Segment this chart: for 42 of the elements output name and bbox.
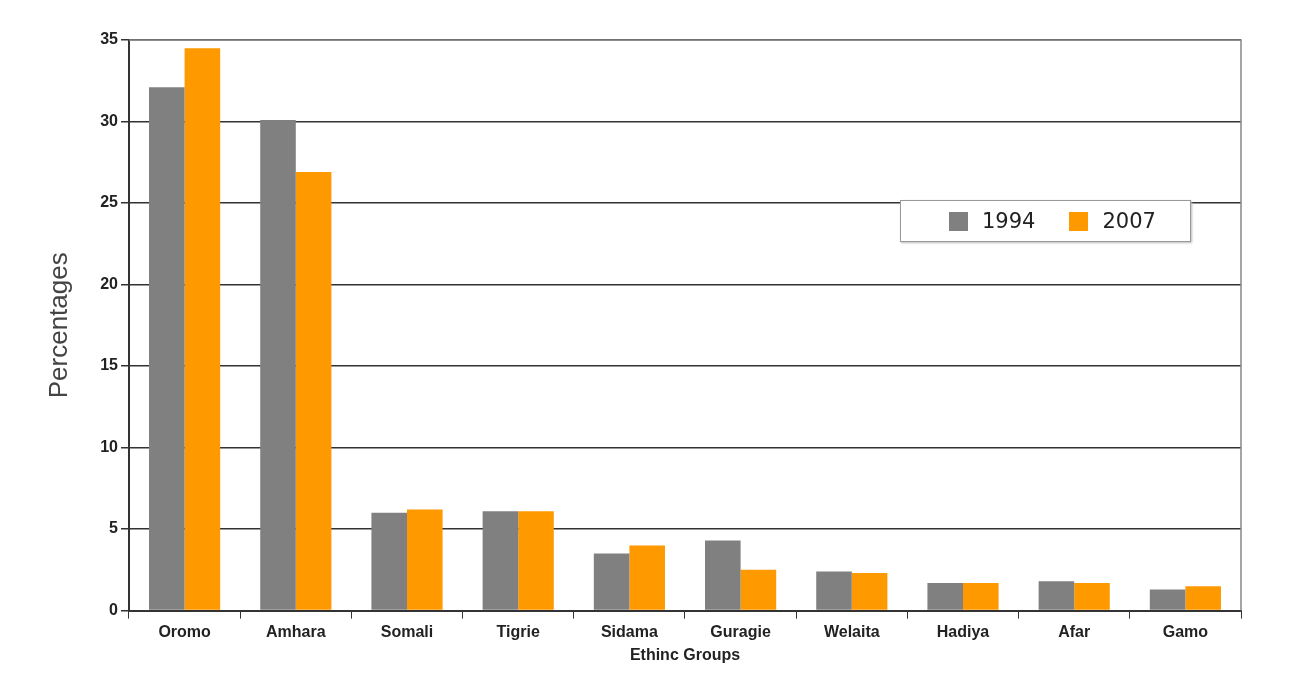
x-tick-label: Afar (1058, 622, 1091, 640)
bar (407, 509, 443, 610)
bar (371, 512, 407, 610)
bar (705, 540, 741, 610)
x-axis-title: Ethinc Groups (629, 645, 741, 663)
bar (184, 48, 221, 610)
y-tick-label: 20 (100, 274, 119, 292)
bar (1185, 586, 1221, 610)
y-tick-label: 5 (109, 519, 119, 537)
bar (518, 511, 554, 610)
x-tick-label: Guragie (710, 622, 771, 640)
bar (593, 553, 630, 610)
x-tick-label: Amhara (266, 622, 326, 640)
x-tick-label: Sidama (600, 622, 658, 640)
x-tick-label: Hadiya (936, 622, 990, 640)
y-tick-label: 30 (100, 111, 119, 129)
y-tick-label: 15 (100, 356, 119, 374)
bar (1149, 589, 1186, 610)
bar (295, 172, 332, 610)
bar (1074, 582, 1110, 610)
x-tick-label: Somali (380, 622, 434, 640)
x-tick-label: Tigrie (496, 622, 540, 640)
bar (963, 582, 999, 610)
bar (149, 87, 185, 610)
bar (816, 571, 852, 610)
y-tick-label: 10 (100, 437, 119, 455)
bar (740, 569, 777, 610)
x-tick-label: Gamo (1162, 622, 1209, 640)
legend-label: 1994 (982, 209, 1036, 233)
x-tick-label: Welaita (823, 622, 880, 640)
y-tick-label: 0 (109, 601, 119, 619)
bar (927, 582, 963, 610)
bar (851, 573, 888, 610)
bar (482, 511, 519, 610)
bar (260, 119, 296, 610)
legend-label: 2007 (1102, 209, 1156, 233)
y-tick-label: 25 (100, 193, 119, 211)
bar (1038, 581, 1075, 610)
y-axis-title: Percentages (42, 252, 73, 399)
x-tick-label: Oromo (158, 622, 212, 640)
y-tick-label: 35 (100, 30, 119, 48)
bar (629, 545, 665, 610)
